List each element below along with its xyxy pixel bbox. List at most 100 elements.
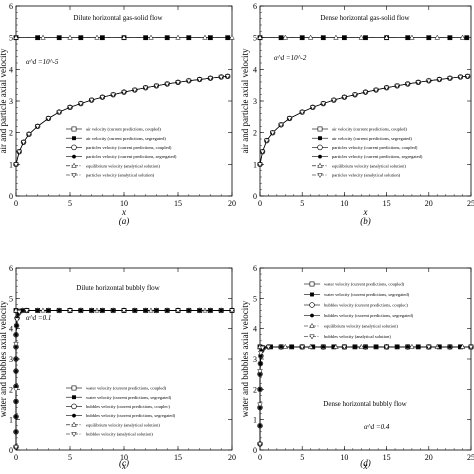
x-tick-label: 0: [14, 453, 18, 462]
y-tick-label: 0: [9, 446, 13, 455]
data-point: [331, 98, 337, 104]
data-point: [14, 429, 18, 434]
legend-marker: [309, 334, 315, 340]
data-point: [13, 34, 19, 40]
data-point: [148, 34, 154, 40]
x-tick-label: 15: [383, 453, 391, 462]
data-point: [229, 308, 235, 314]
legend-marker: [309, 281, 315, 287]
data-point: [24, 308, 30, 314]
data-point: [202, 307, 208, 313]
data-point: [20, 140, 27, 146]
legend-marker: [318, 136, 322, 141]
y-tick-label: 5: [253, 294, 257, 303]
y-tick-label: 1: [9, 416, 13, 425]
data-point: [13, 445, 19, 451]
x-tick-label: 0: [258, 199, 262, 208]
chart-title: Dense horizontal bubbly flow: [323, 400, 407, 408]
data-point: [447, 76, 453, 82]
data-point: [358, 34, 365, 40]
legend-marker: [310, 313, 314, 318]
data-point: [196, 77, 203, 83]
data-point: [415, 80, 421, 86]
data-point: [383, 34, 390, 40]
data-point: [121, 308, 127, 314]
data-point: [257, 442, 263, 447]
y-tick-label: 4: [9, 325, 13, 334]
y-tick-label: 4: [253, 65, 257, 74]
legend-entry: bubbles velocity (analytical solution): [86, 432, 153, 437]
data-point: [265, 344, 272, 350]
data-point: [257, 402, 263, 408]
data-point: [132, 87, 138, 93]
chart-panel-b: 0 5 10 15 20 25 0 1 2 3 4 5 6 x air and particle axial…: [240, 2, 474, 226]
data-point: [13, 162, 19, 168]
data-point: [229, 34, 235, 40]
data-point: [259, 345, 266, 351]
data-point: [352, 92, 358, 98]
legend-marker: [72, 395, 76, 400]
legend-entry: equilibrium velocity (analytical solutio…: [86, 422, 160, 427]
data-point: [257, 162, 263, 168]
y-tick-label: 1: [253, 160, 257, 169]
series-5: [257, 344, 474, 447]
data-point: [175, 80, 181, 86]
data-point: [94, 307, 100, 313]
data-point: [14, 317, 20, 323]
x-tick-label: 20: [228, 199, 236, 208]
data-point: [363, 344, 368, 349]
series-2: [13, 307, 235, 450]
data-point: [299, 110, 305, 116]
series-5: [257, 74, 471, 168]
data-point: [286, 116, 293, 122]
y-tick-label: 5: [9, 294, 13, 303]
data-point: [468, 344, 474, 350]
y-tick-label: 2: [253, 385, 257, 394]
data-point: [383, 85, 390, 91]
x-tick-label: 25: [467, 199, 474, 208]
data-point: [320, 101, 327, 107]
legend-marker: [317, 126, 323, 132]
legend-entry: water velocity (current predictions, seg…: [324, 292, 410, 298]
legend-entry: particles velocity (current predictions,…: [86, 145, 172, 151]
legend-marker: [317, 173, 323, 179]
data-point: [110, 92, 116, 98]
data-point: [67, 105, 73, 111]
data-point: [457, 75, 464, 80]
legend: water velocity (current predictions, cou…: [304, 281, 414, 340]
legend-marker: [309, 322, 315, 328]
data-point: [175, 308, 181, 314]
legend-marker: [72, 154, 76, 159]
data-point: [26, 132, 32, 138]
data-point: [175, 34, 181, 40]
x-tick-label: 25: [467, 453, 474, 462]
y-tick-label: 1: [9, 160, 13, 169]
data-point: [218, 75, 224, 80]
data-point: [394, 83, 400, 89]
legend-marker: [72, 413, 76, 418]
data-point: [333, 343, 339, 349]
data-point: [14, 369, 18, 374]
data-point: [207, 76, 214, 82]
legend-marker: [317, 162, 323, 168]
data-point: [258, 351, 264, 356]
data-point: [16, 149, 22, 155]
data-point: [307, 34, 314, 40]
series-3: [14, 74, 230, 167]
x-tick-label: 0: [258, 453, 262, 462]
data-point: [278, 122, 284, 128]
series-5: [13, 74, 231, 168]
data-point: [186, 78, 192, 84]
y-tick-label: 6: [9, 264, 13, 273]
data-point: [259, 149, 266, 155]
data-point: [358, 343, 365, 349]
legend-marker: [71, 162, 77, 168]
data-point: [434, 34, 440, 40]
legend-entry: particles velocity (analytical solution): [86, 173, 155, 178]
legend-entry: water velocity (current predictions, cou…: [86, 386, 167, 392]
x-tick-label: 10: [340, 199, 348, 208]
y-tick-label: 6: [253, 264, 257, 273]
chart-title: Dense horizontal gas-solid flow: [320, 14, 410, 22]
x-axis-label: x: [363, 207, 368, 217]
legend-entry: equilibrium velocity (analytical solutio…: [86, 163, 160, 168]
